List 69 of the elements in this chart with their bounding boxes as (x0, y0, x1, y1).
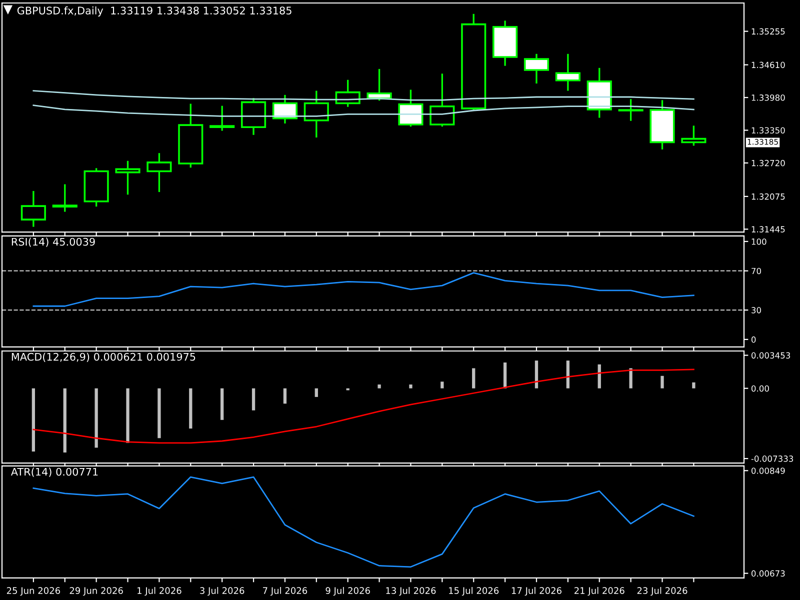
candlestick (430, 72, 455, 128)
x-tick-label: 13 Jul 2026 (386, 587, 436, 596)
y-tick-label: 1.33980 (752, 94, 785, 101)
y-tick-label: 1.35255 (752, 28, 785, 35)
bar (63, 388, 66, 452)
chart-title: RSI(14) 45.0039 (12, 238, 95, 247)
x-tick-label: 15 Jul 2026 (449, 587, 499, 596)
bar (94, 388, 98, 448)
y-tick-label: 30 (752, 307, 761, 314)
y-tick-label: 1.33350 (752, 127, 785, 134)
line-series (32, 476, 694, 568)
y-tick-label: 0 (751, 336, 756, 343)
x-tick-label: 17 Jul 2026 (512, 587, 562, 596)
line-series (32, 272, 694, 307)
bar (566, 360, 570, 388)
chart-title: ATR(14) 0.00771 (10, 468, 98, 477)
bar (283, 388, 287, 404)
bar (660, 376, 664, 388)
chart-title: GBPUSD.fx,Daily 1.33119 1.33438 1.33052 1.33185 (17, 6, 292, 17)
bar (252, 388, 256, 410)
candlestick (20, 190, 46, 228)
candlestick (398, 88, 424, 128)
candlestick (555, 53, 580, 92)
x-tick-label: 23 Jul 2026 (637, 587, 688, 596)
bar (692, 382, 696, 388)
x-tick-label: 3 Jul 2026 (200, 587, 244, 596)
y-tick-label: 0.00673 (751, 570, 785, 577)
bar (220, 388, 224, 420)
bar (598, 364, 601, 388)
y-tick-label: 70 (752, 268, 761, 274)
y-tick-label: 0.003453 (751, 352, 790, 359)
candlestick (681, 124, 706, 147)
bar (629, 368, 632, 388)
candlestick (146, 152, 172, 193)
bar (32, 388, 36, 452)
bar (503, 362, 507, 388)
x-tick-label: 29 Jun 2026 (70, 587, 123, 596)
y-tick-label: -0.007333 (751, 456, 794, 462)
candlestick (210, 104, 235, 132)
x-tick-label: 21 Jul 2026 (574, 587, 624, 596)
bar (189, 388, 192, 429)
y-tick-label: 1.34610 (752, 62, 785, 68)
x-tick-label: 7 Jul 2026 (263, 587, 308, 596)
x-tick-label: 1 Jul 2026 (138, 587, 182, 596)
x-tick-label: 25 Jun 2026 (6, 587, 60, 596)
y-tick-label: 1.32720 (752, 160, 785, 166)
candlestick (618, 98, 644, 122)
y-tick-label: 1.32075 (752, 193, 785, 200)
y-tick-label: 0.00 (751, 385, 769, 392)
line-series (32, 104, 694, 117)
y-tick-label: 1.31445 (752, 226, 785, 232)
chart-title: MACD(12,26,9) 0.000621 0.001975 (12, 352, 196, 362)
candlestick (52, 183, 78, 213)
bar (440, 382, 444, 388)
x-tick-label: 9 Jul 2026 (326, 587, 370, 596)
bar (534, 360, 538, 388)
bar (314, 388, 318, 397)
candlestick (115, 160, 140, 196)
candlestick (304, 90, 329, 138)
bar (126, 388, 130, 443)
y-tick-label: 0.00849 (751, 468, 785, 474)
candlestick (524, 53, 550, 84)
bar (378, 384, 381, 388)
y-tick-label: 100 (752, 238, 766, 245)
line-series (32, 90, 694, 101)
bar (472, 368, 476, 388)
bar (158, 388, 161, 438)
line-series (32, 368, 694, 444)
bar (409, 384, 412, 388)
